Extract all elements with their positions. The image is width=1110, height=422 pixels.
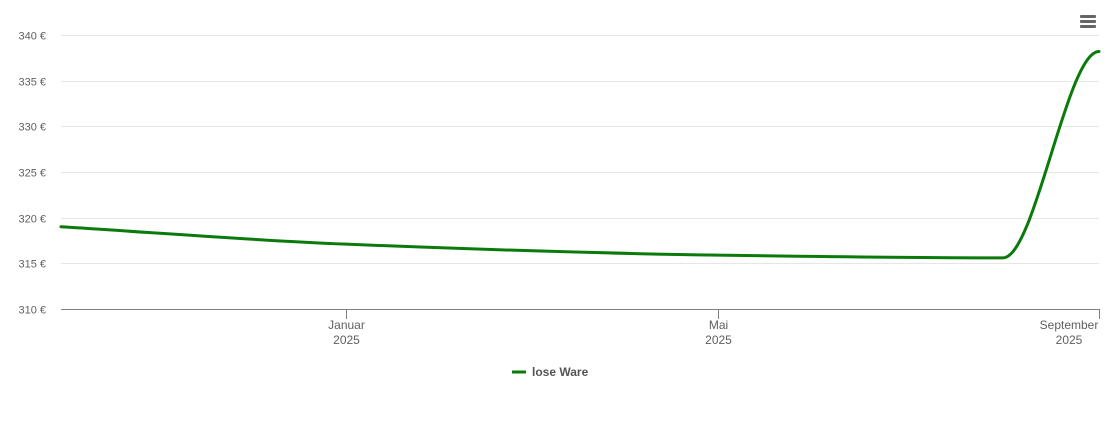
x-tick-label-year: 2025	[333, 333, 360, 347]
y-axis: 310 € 315 € 320 € 325 € 330 € 335 € 340 €	[18, 31, 46, 317]
y-tick-label: 335 €	[18, 77, 46, 89]
y-tick-label: 340 €	[18, 31, 46, 43]
y-tick-label: 310 €	[18, 305, 46, 317]
x-tick-label-year: 2025	[1056, 333, 1083, 347]
x-tick-label-month: Mai	[709, 318, 728, 332]
y-tick-label: 320 €	[18, 214, 46, 226]
legend[interactable]: lose Ware	[512, 365, 589, 379]
grid-lines	[61, 35, 1099, 264]
y-tick-label: 325 €	[18, 168, 46, 180]
x-tick-label-month: Januar	[328, 318, 365, 332]
legend-label[interactable]: lose Ware	[532, 365, 589, 379]
y-tick-label: 315 €	[18, 259, 46, 271]
series-group	[59, 49, 1101, 260]
y-tick-label: 330 €	[18, 122, 46, 134]
hamburger-menu-icon[interactable]	[1076, 12, 1100, 32]
series-line-lose-ware	[59, 49, 1101, 260]
x-tick-label-month: September	[1040, 318, 1099, 332]
x-tick-label-year: 2025	[705, 333, 732, 347]
